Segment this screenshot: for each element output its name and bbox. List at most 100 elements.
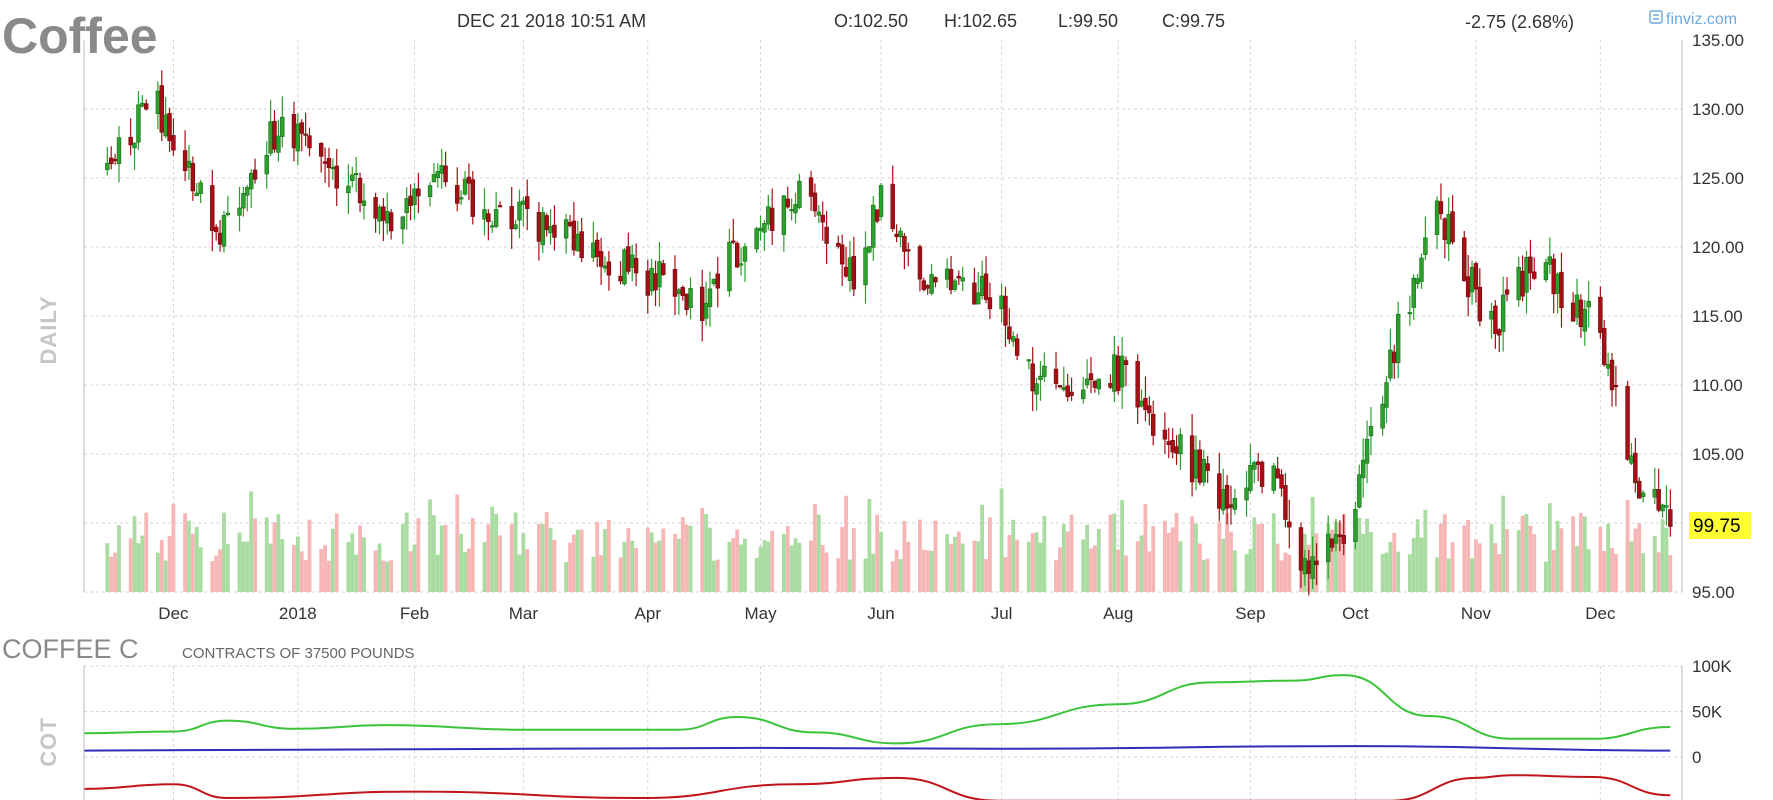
candle-body	[486, 213, 491, 223]
volume-bar	[1015, 539, 1020, 592]
volume-bar	[132, 516, 137, 592]
volume-bar	[470, 517, 475, 592]
candle-body	[680, 286, 685, 296]
volume-bar	[1069, 514, 1074, 592]
y-tick-label: 120.00	[1692, 238, 1744, 257]
candle-body	[653, 273, 658, 291]
candle-body	[727, 241, 732, 292]
candle-body	[455, 185, 460, 204]
volume-bar	[400, 524, 405, 592]
volume-bar	[1197, 543, 1202, 592]
candle-body	[1119, 355, 1125, 388]
candle-body	[742, 246, 748, 262]
candle-body	[983, 273, 989, 300]
volume-bar	[1524, 513, 1529, 592]
volume-bar	[1034, 532, 1039, 592]
candle-body	[979, 275, 985, 296]
volume-bar	[548, 527, 553, 592]
candle-body	[318, 143, 324, 157]
volume-bar	[1435, 557, 1439, 592]
finviz-logo-icon[interactable]	[1649, 10, 1663, 24]
candle-body	[898, 230, 903, 238]
candle-body	[1325, 533, 1331, 563]
volume-bar	[1439, 523, 1443, 592]
candle-body	[245, 187, 250, 196]
candle-body	[435, 171, 441, 179]
candle-body	[416, 188, 421, 197]
x-tick-label: Jun	[867, 604, 894, 623]
candle-body	[1108, 383, 1113, 388]
candle-body	[299, 122, 304, 134]
candle-body	[657, 261, 662, 288]
candle-body	[1030, 363, 1035, 392]
volume-bar	[1462, 525, 1467, 592]
candle-body	[1011, 336, 1016, 342]
volume-bar	[1571, 516, 1576, 592]
volume-bar	[1334, 521, 1338, 592]
volume-bar	[167, 535, 172, 592]
candle-body	[144, 103, 149, 110]
volume-bar	[863, 558, 868, 592]
candle-body	[1423, 237, 1428, 255]
candle-body	[816, 211, 822, 216]
candle-body	[987, 297, 993, 310]
volume-bar	[517, 554, 522, 592]
volume-bar	[1388, 541, 1393, 592]
candle-body	[1668, 509, 1673, 527]
volume-bar	[214, 555, 219, 592]
volume-bar	[1003, 557, 1008, 592]
candle-body	[851, 256, 857, 290]
candle-body	[1368, 426, 1374, 437]
volume-bar	[346, 541, 351, 592]
volume-bar	[1081, 539, 1086, 592]
candle-body	[699, 286, 705, 321]
volume-bar	[727, 541, 732, 592]
volume-bar	[109, 556, 114, 592]
candle-body	[1143, 397, 1148, 410]
volume-bar	[770, 530, 775, 592]
x-tick-label: Jul	[991, 604, 1013, 623]
volume-bar	[1528, 525, 1533, 592]
candle-body	[1551, 258, 1556, 295]
candle-body	[1007, 326, 1012, 340]
candle-body	[1255, 461, 1261, 465]
candle-body	[1306, 560, 1311, 574]
candle-body	[194, 192, 199, 197]
volume-bar	[128, 538, 133, 592]
volume-bar	[1112, 513, 1117, 592]
volume-bar	[953, 536, 957, 592]
candle-body	[540, 212, 545, 246]
candle-body	[1244, 487, 1249, 501]
candle-body	[1605, 363, 1611, 369]
y-tick-label: 130.00	[1692, 100, 1744, 119]
candle-body	[1057, 385, 1063, 388]
finviz-logo[interactable]: finviz.com	[1666, 11, 1737, 28]
candle-body	[867, 246, 872, 253]
volume-bar	[455, 494, 460, 592]
volume-bar	[929, 550, 934, 592]
candle-body	[1170, 440, 1175, 453]
candle-body	[1555, 273, 1560, 294]
candle-body	[1609, 359, 1615, 391]
candle-body	[843, 266, 849, 277]
candle-body	[929, 274, 934, 294]
candle-body	[470, 179, 476, 217]
candle-body	[1259, 461, 1265, 487]
candle-body	[482, 209, 487, 220]
candle-body	[1524, 256, 1529, 293]
candle-body	[1193, 449, 1199, 479]
volume-bar	[999, 488, 1004, 592]
volume-bar	[1166, 532, 1171, 592]
candle-body	[960, 277, 965, 282]
volume-bar	[222, 512, 226, 592]
cot-y-ticks: 100K 50K 0	[1692, 657, 1732, 767]
candle-body	[661, 263, 666, 276]
volume-bar	[1279, 560, 1284, 592]
volume-bar	[536, 523, 541, 592]
volume-bar	[836, 558, 841, 592]
volume-bar	[303, 559, 308, 592]
candle-body	[925, 285, 930, 289]
candle-body	[497, 205, 503, 208]
candle-body	[167, 112, 172, 142]
volume-bar	[700, 507, 705, 592]
